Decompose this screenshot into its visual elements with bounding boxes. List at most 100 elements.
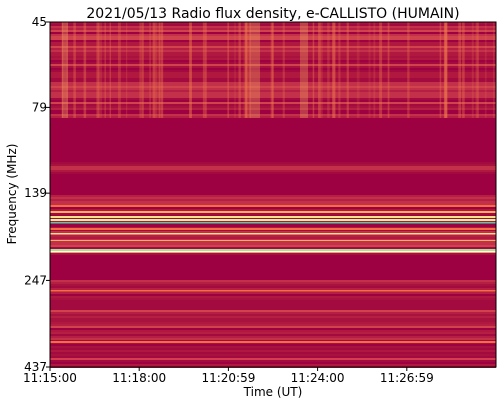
y-tick-label: 437 — [24, 360, 47, 374]
spectrogram-row — [50, 102, 496, 104]
spectrogram-streak — [243, 22, 246, 118]
y-axis-label: Frequency (MHz) — [5, 144, 19, 245]
spectrogram-row — [50, 245, 496, 247]
spectrogram-streak — [445, 22, 448, 118]
spectrogram-line — [50, 233, 496, 235]
spectrogram-row — [50, 58, 496, 60]
spectrogram-streak — [332, 22, 335, 118]
spectrogram-row — [50, 64, 496, 66]
spectrogram-row — [50, 195, 496, 197]
spectrogram-row — [50, 74, 496, 76]
spectrogram-line — [50, 211, 496, 213]
spectrogram-line — [50, 341, 496, 343]
spectrogram-streak — [96, 22, 100, 118]
chart-title: 2021/05/13 Radio flux density, e-CALLIST… — [86, 6, 459, 22]
spectrogram-streak — [83, 22, 87, 118]
spectrogram-row — [50, 344, 496, 346]
spectrogram-row — [50, 203, 496, 205]
spectrogram-streak — [202, 22, 206, 118]
spectrogram-row — [50, 60, 496, 62]
spectrogram-row — [50, 82, 496, 84]
spectrogram-row — [50, 170, 496, 172]
spectrogram-row — [50, 312, 496, 314]
spectrogram-line — [50, 228, 496, 230]
spectrogram-streak — [282, 22, 285, 118]
spectrogram-streak — [149, 22, 151, 118]
spectrogram-row — [50, 34, 496, 36]
spectrogram-streak — [477, 22, 479, 118]
spectrogram-streak — [61, 22, 64, 118]
spectrogram-streak — [444, 22, 448, 118]
spectrogram-streak — [387, 22, 390, 118]
spectrogram-row — [50, 284, 496, 286]
spectrogram-row — [50, 298, 496, 300]
spectrogram-streak — [346, 22, 349, 118]
x-tick-label: 11:20:59 — [201, 371, 255, 385]
spectrogram-row — [50, 78, 496, 80]
spectrogram-line — [50, 240, 496, 241]
spectrogram-row — [50, 201, 496, 203]
spectrogram-row — [50, 300, 496, 302]
spectrogram-row — [50, 326, 496, 328]
spectrogram-row — [50, 316, 496, 318]
spectrogram-row — [50, 292, 496, 294]
spectrogram-streak — [99, 22, 103, 118]
spectrogram-row — [50, 330, 496, 332]
spectrogram-row — [50, 112, 496, 114]
spectrogram-row — [50, 282, 496, 284]
spectrogram-streak — [142, 22, 144, 118]
spectrogram-row — [50, 346, 496, 348]
spectrogram-line — [50, 249, 496, 252]
spectrogram-row — [50, 22, 496, 24]
spectrogram-row — [50, 66, 496, 68]
spectrogram-row — [50, 98, 496, 100]
spectrogram-streak — [234, 22, 236, 118]
spectrogram-row — [50, 70, 496, 72]
spectrogram-row — [50, 213, 496, 215]
spectrogram-image — [50, 22, 496, 368]
spectrogram-streak — [312, 22, 315, 118]
spectrogram-streak — [138, 22, 142, 118]
spectrogram-row — [50, 324, 496, 326]
spectrogram-streak — [247, 22, 251, 118]
spectrogram-streak — [250, 22, 260, 118]
spectrogram-row — [50, 310, 496, 312]
spectrogram-row — [50, 237, 496, 239]
spectrogram-row — [50, 86, 496, 88]
spectrogram-row — [50, 114, 496, 116]
x-tick-label: 11:18:00 — [112, 371, 166, 385]
spectrogram-row — [50, 84, 496, 86]
spectrogram-row — [50, 207, 496, 209]
spectrogram-row — [50, 235, 496, 237]
spectrogram-streak — [62, 22, 68, 118]
spectrogram-row — [50, 54, 496, 56]
spectrogram-row — [50, 302, 496, 304]
spectrogram-line — [50, 216, 496, 218]
spectrogram-row — [50, 88, 496, 90]
x-axis-label: Time (UT) — [243, 385, 303, 399]
spectrogram-row — [50, 38, 496, 40]
spectrogram-row — [50, 72, 496, 74]
spectrogram-row — [50, 100, 496, 102]
spectrogram-streak — [356, 22, 360, 118]
spectrogram-row — [50, 108, 496, 110]
spectrogram-row — [50, 26, 496, 28]
spectrogram-streak — [205, 22, 208, 118]
spectrogram-row — [50, 172, 496, 174]
spectrogram-streak — [152, 22, 156, 118]
spectrogram-row — [50, 243, 496, 245]
spectrogram-row — [50, 92, 496, 94]
spectrogram-row — [50, 354, 496, 356]
spectrogram-row — [50, 280, 496, 282]
spectrogram-row — [50, 162, 496, 164]
spectrogram-row — [50, 247, 496, 249]
spectrogram-row — [50, 50, 496, 52]
spectrogram-streak — [368, 22, 371, 118]
spectrogram-streak — [338, 22, 341, 118]
spectrogram-row — [50, 199, 496, 201]
spectrogram-streak — [271, 22, 274, 118]
spectrogram-streak — [327, 22, 330, 118]
spectrogram-row — [50, 24, 496, 26]
spectrogram-row — [50, 174, 496, 176]
spectrogram-streak — [462, 22, 465, 118]
